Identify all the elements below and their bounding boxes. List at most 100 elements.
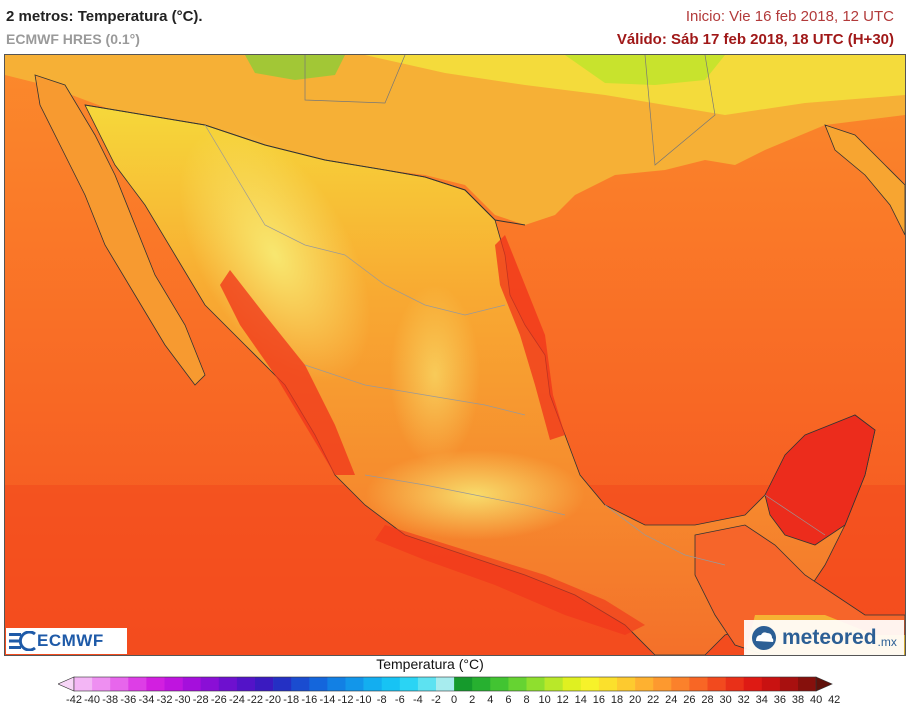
colorbar-swatch (92, 677, 111, 691)
colorbar-frame (73, 676, 817, 692)
central-plateau (390, 285, 480, 465)
pacific-coast-hot-strip (220, 270, 355, 475)
us-state-borders (304, 55, 406, 104)
temperature-colorbar (58, 676, 862, 692)
colorbar-tick-label: 30 (719, 694, 732, 706)
colorbar-swatch (436, 677, 455, 691)
colorbar-tick-label: -10 (355, 694, 372, 706)
colorbar-labels: -42 -40 -38 -36 -34 -32 -30 -28 -26 -24 -22 -20 -18-… (0, 694, 910, 710)
colorbar-tick-label: -8 (376, 694, 387, 706)
colorbar-swatch (381, 677, 401, 691)
colorbar-swatch (74, 677, 93, 691)
colorbar-tick-label: -12 (337, 694, 354, 706)
colorbar-tick-label: 6 (505, 694, 512, 706)
colorbar-tick-label: -4 (413, 694, 423, 706)
state-border-6 (764, 494, 826, 536)
colorbar-tick-label: 40 (809, 694, 823, 706)
colorbar-tick-label: 42 (828, 694, 841, 706)
state-border-3 (304, 364, 526, 416)
colorbar-swatch (363, 677, 382, 691)
colorbar-swatch (110, 677, 129, 691)
colorbar-tick-label: 32 (737, 694, 750, 706)
colorbar-swatch (526, 677, 545, 691)
model-subtitle: ECMWF HRES (0.1°) (6, 31, 140, 47)
colorbar-tick-label: 22 (647, 694, 660, 706)
colorbar-tick-label: -34 (138, 694, 155, 706)
colorbar-swatch (761, 677, 781, 691)
colorbar-swatch (218, 677, 238, 691)
us-mexico-border (84, 104, 526, 226)
colorbar-title: Temperatura (°C) (376, 656, 484, 672)
gulf-coast-hot-strip (495, 235, 565, 440)
colorbar-swatch (743, 677, 763, 691)
meteored-logo-tld: .mx (877, 634, 897, 649)
colorbar-tick-label: 0 (451, 694, 458, 706)
colorbar-swatch (146, 677, 165, 691)
colorbar-swatch (182, 677, 201, 691)
colorbar-min-arrow (58, 676, 75, 692)
map-title: 2 metros: Temperatura (°C). (6, 8, 203, 25)
colorbar-swatch (562, 677, 582, 691)
colorbar-swatch (200, 677, 220, 691)
colorbar-tick-label: 4 (487, 694, 494, 706)
colorbar-tick-label: -22 (247, 694, 263, 706)
colorbar-tick-label: -6 (394, 694, 405, 706)
colorbar-swatch (490, 677, 509, 691)
colorbar-swatch (653, 677, 672, 691)
colorbar-tick-label: -42 (66, 694, 82, 706)
colorbar-swatch (544, 677, 563, 691)
colorbar-swatch (617, 677, 636, 691)
colorbar-tick-label: 24 (665, 694, 678, 706)
ecmwf-mark-icon (9, 631, 36, 651)
colorbar-swatch (635, 677, 654, 691)
colorbar-tick-label: 12 (556, 694, 569, 706)
ecmwf-logo-text: ECMWF (37, 631, 104, 650)
colorbar-tick-label: -28 (192, 694, 209, 706)
colorbar-tick-label: 34 (755, 694, 768, 706)
init-time: Inicio: Vie 16 feb 2018, 12 UTC (685, 8, 894, 25)
valid-time: Válido: Sáb 17 feb 2018, 18 UTC (H+30) (616, 31, 894, 48)
colorbar-tick-label: -30 (174, 694, 191, 706)
header-right: Inicio: Vie 16 feb 2018, 12 UTC Válido: … (617, 8, 894, 48)
colorbar-swatch (508, 677, 527, 691)
baja-california (34, 74, 206, 386)
colorbar-tick-label: -36 (120, 694, 137, 706)
colorbar-swatch (580, 677, 600, 691)
colorbar-swatch (309, 677, 328, 691)
header-left: 2 metros: Temperatura (°C). ECMWF HRES (… (6, 8, 203, 47)
colorbar-tick-label: -20 (265, 694, 282, 706)
southern-coast-hot-strip (375, 525, 645, 635)
colorbar-tick-label: 20 (628, 694, 642, 706)
colorbar-svg (58, 676, 833, 692)
colorbar-swatch (273, 677, 292, 691)
map-svg (5, 55, 905, 655)
colorbar-swatch (164, 677, 183, 691)
colorbar-swatch (689, 677, 708, 691)
colorbar-swatch (671, 677, 690, 691)
meteored-logo: meteored .mx (744, 620, 904, 655)
colorbar-tick-label: 8 (523, 694, 530, 706)
state-border-5 (604, 504, 726, 566)
colorbar-tick-label: 2 (469, 694, 476, 706)
colorbar-tick-label: -40 (84, 694, 101, 706)
colorbar-tick-label: 14 (574, 694, 587, 706)
colorbar-swatch (399, 677, 419, 691)
colorbar-tick-label: -24 (228, 694, 245, 706)
colorbar-swatch (779, 677, 799, 691)
colorbar-swatch (345, 677, 364, 691)
colorbar-swatch (598, 677, 618, 691)
temperature-map (4, 54, 906, 656)
us-state-borders-east (644, 55, 716, 166)
colorbar-tick-label: -18 (283, 694, 300, 706)
florida (824, 124, 905, 236)
colorbar-tick-label: 16 (592, 694, 606, 706)
rockies-cold-patch (245, 55, 345, 80)
colorbar-tick-label: -26 (210, 694, 227, 706)
colorbar-tick-label: -2 (431, 694, 441, 706)
colorbar-tick-label: 36 (773, 694, 787, 706)
usa-cool-region (365, 55, 905, 115)
meteored-logo-text: meteored (782, 625, 877, 649)
colorbar-swatch (472, 677, 491, 691)
colorbar-swatch (798, 677, 817, 691)
colorbar-swatch (236, 677, 256, 691)
